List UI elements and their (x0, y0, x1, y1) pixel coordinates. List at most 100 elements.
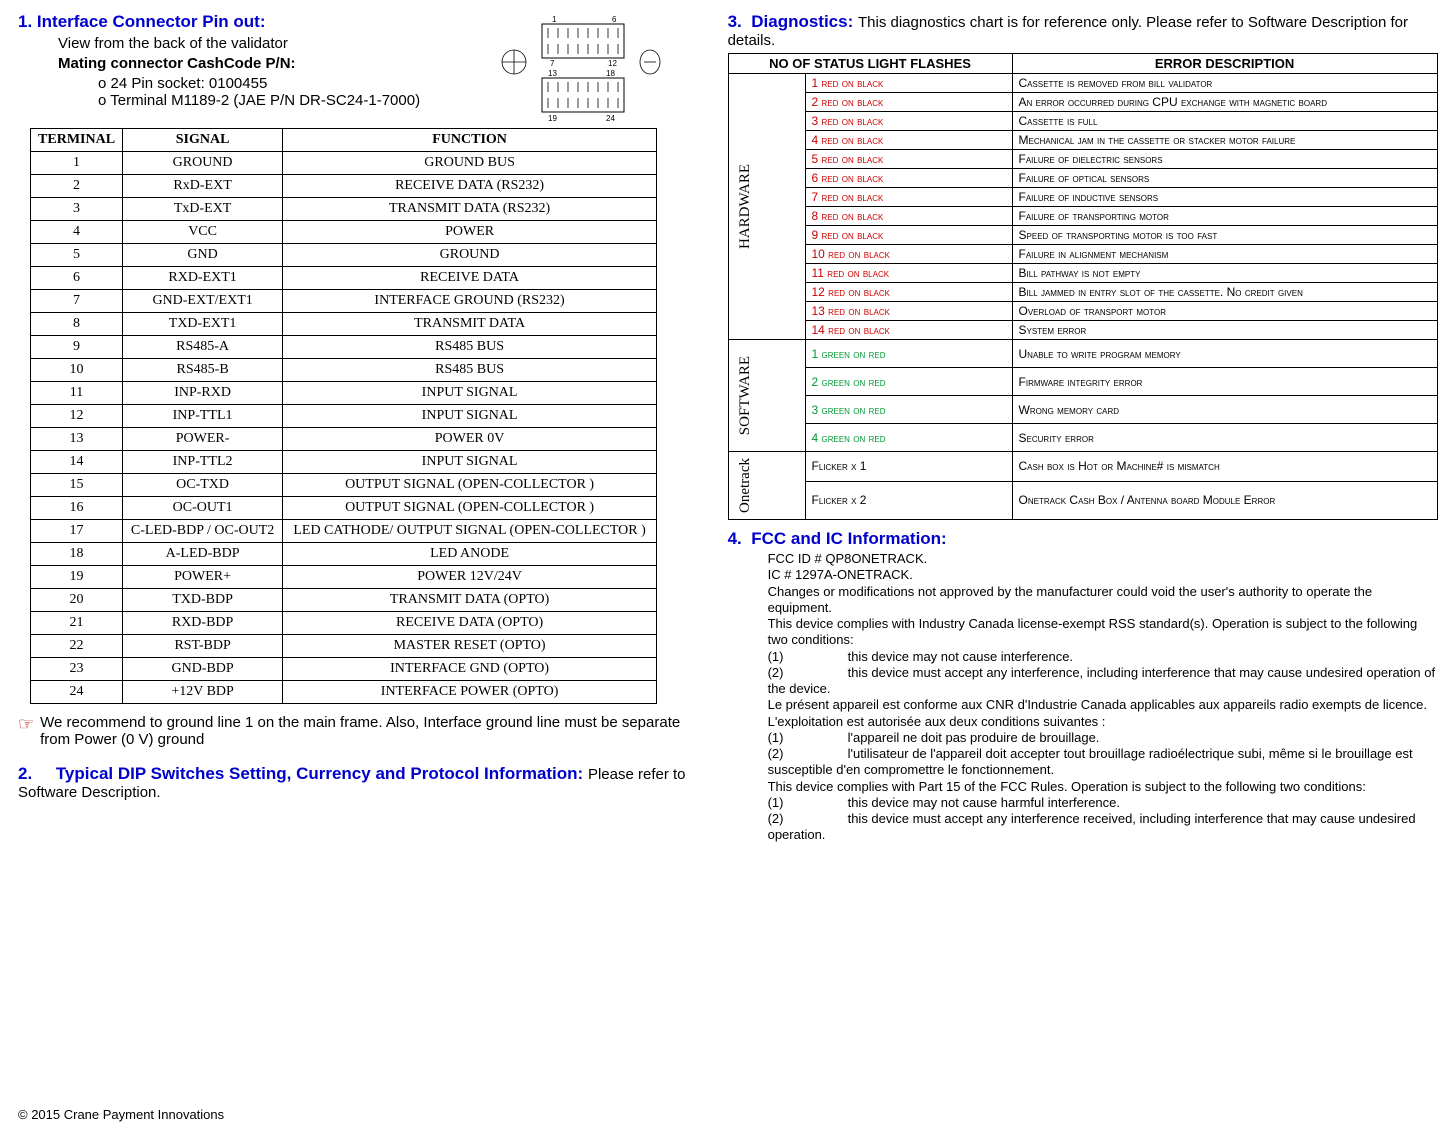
error-desc: Failure of optical sensors (1012, 169, 1437, 188)
pin-signal: INP-RXD (123, 382, 283, 405)
flash-code: 3 red on black (805, 112, 1012, 131)
fcc-fr: Le présent appareil est conforme aux CNR… (768, 697, 1438, 730)
table-row: 10RS485-BRS485 BUS (31, 359, 657, 382)
mating-connector-label: Mating connector CashCode P/N: (58, 55, 296, 72)
pin-function: OUTPUT SIGNAL (OPEN-COLLECTOR ) (283, 497, 657, 520)
flash-code: 10 red on black (805, 245, 1012, 264)
pin-th-signal: SIGNAL (123, 129, 283, 152)
right-column: 3. Diagnostics: This diagnostics chart i… (728, 12, 1438, 844)
table-row: 2 red on blackAn error occurred during C… (728, 93, 1437, 112)
table-row: 12 red on blackBill jammed in entry slot… (728, 283, 1437, 302)
pin-terminal: 1 (31, 152, 123, 175)
section-1-num: 1. (18, 12, 32, 31)
pin-terminal: 16 (31, 497, 123, 520)
pin-terminal: 18 (31, 543, 123, 566)
section-2-block: 2. Typical DIP Switches Setting, Currenc… (18, 764, 700, 801)
table-row: 4VCCPOWER (31, 221, 657, 244)
fcc-4a: this device may not cause interference. (848, 649, 1073, 664)
pin-function: GROUND BUS (283, 152, 657, 175)
left-column: 1 6 7 12 (18, 12, 700, 844)
table-row: SOFTWARE1 green on redUnable to write pr… (728, 340, 1437, 368)
flash-code: 8 red on black (805, 207, 1012, 226)
pin-terminal: 21 (31, 612, 123, 635)
section-3-num: 3. (728, 12, 742, 31)
pin-terminal: 4 (31, 221, 123, 244)
pin-terminal: 2 (31, 175, 123, 198)
diag-th-flashes: NO OF STATUS LIGHT FLASHES (728, 54, 1012, 74)
svg-text:7: 7 (550, 59, 555, 68)
table-row: 16OC-OUT1OUTPUT SIGNAL (OPEN-COLLECTOR ) (31, 497, 657, 520)
pin-function: POWER 0V (283, 428, 657, 451)
error-desc: Failure of dielectric sensors (1012, 150, 1437, 169)
pin-table: TERMINAL SIGNAL FUNCTION 1GROUNDGROUND B… (30, 128, 657, 704)
section-2-num: 2. (18, 764, 32, 783)
pin-terminal: 17 (31, 520, 123, 543)
pin-function: INPUT SIGNAL (283, 382, 657, 405)
flash-code: 1 green on red (805, 340, 1012, 368)
error-desc: An error occurred during CPU exchange wi… (1012, 93, 1437, 112)
pin-signal: GND-EXT/EXT1 (123, 290, 283, 313)
table-row: 5 red on blackFailure of dielectric sens… (728, 150, 1437, 169)
error-desc: Wrong memory card (1012, 396, 1437, 424)
pin-function: TRANSMIT DATA (RS232) (283, 198, 657, 221)
svg-text:18: 18 (606, 69, 615, 78)
pin-terminal: 9 (31, 336, 123, 359)
flash-code: 4 red on black (805, 131, 1012, 150)
pin-function: INTERFACE GND (OPTO) (283, 658, 657, 681)
table-row: OnetrackFlicker x 1Cash box is Hot or Ma… (728, 452, 1437, 482)
pin-terminal: 3 (31, 198, 123, 221)
table-row: 6 red on blackFailure of optical sensors (728, 169, 1437, 188)
pin-signal: GND-BDP (123, 658, 283, 681)
table-row: 7 red on blackFailure of inductive senso… (728, 188, 1437, 207)
table-row: 11 red on blackBill pathway is not empty (728, 264, 1437, 283)
table-row: 22RST-BDPMASTER RESET (OPTO) (31, 635, 657, 658)
pin-terminal: 5 (31, 244, 123, 267)
error-desc: Bill jammed in entry slot of the cassett… (1012, 283, 1437, 302)
error-desc: Unable to write program memory (1012, 340, 1437, 368)
pin-function: TRANSMIT DATA (OPTO) (283, 589, 657, 612)
pin-signal: RS485-B (123, 359, 283, 382)
flash-code: 4 green on red (805, 424, 1012, 452)
table-row: 23GND-BDPINTERFACE GND (OPTO) (31, 658, 657, 681)
error-desc: Firmware integrity error (1012, 368, 1437, 396)
ic-id: IC # 1297A-ONETRACK. (768, 567, 1438, 583)
pin-label: 6 (612, 15, 617, 24)
flash-code: 6 red on black (805, 169, 1012, 188)
table-row: 13 red on blackOverload of transport mot… (728, 302, 1437, 321)
flash-code: 7 red on black (805, 188, 1012, 207)
pin-signal: RxD-EXT (123, 175, 283, 198)
pin-terminal: 15 (31, 474, 123, 497)
section-3-title: Diagnostics: (751, 12, 853, 31)
table-row: 1GROUNDGROUND BUS (31, 152, 657, 175)
pin-function: RS485 BUS (283, 359, 657, 382)
flash-code: 11 red on black (805, 264, 1012, 283)
table-row: 6RXD-EXT1RECEIVE DATA (31, 267, 657, 290)
section-1-title: Interface Connector Pin out: (37, 12, 266, 31)
flash-code: 3 green on red (805, 396, 1012, 424)
fcc-6a: this device may not cause harmful interf… (848, 795, 1120, 810)
pin-signal: TxD-EXT (123, 198, 283, 221)
fcc-part15: This device complies with Part 15 of the… (768, 779, 1438, 795)
table-row: 3TxD-EXTTRANSMIT DATA (RS232) (31, 198, 657, 221)
table-row: 19POWER+POWER 12V/24V (31, 566, 657, 589)
flash-code: 13 red on black (805, 302, 1012, 321)
table-row: 3 green on redWrong memory card (728, 396, 1437, 424)
error-desc: Overload of transport motor (1012, 302, 1437, 321)
pin-terminal: 6 (31, 267, 123, 290)
flash-code: 1 red on black (805, 74, 1012, 93)
pin-terminal: 13 (31, 428, 123, 451)
connector-diagram: 1 6 7 12 (490, 14, 670, 128)
pin-function: LED CATHODE/ OUTPUT SIGNAL (OPEN-COLLECT… (283, 520, 657, 543)
pin-function: GROUND (283, 244, 657, 267)
pin-signal: +12V BDP (123, 681, 283, 704)
table-row: 20TXD-BDPTRANSMIT DATA (OPTO) (31, 589, 657, 612)
pin-signal: RXD-BDP (123, 612, 283, 635)
svg-text:12: 12 (608, 59, 617, 68)
copyright-footer: © 2015 Crane Payment Innovations (18, 1107, 224, 1122)
pin-signal: VCC (123, 221, 283, 244)
table-row: 15OC-TXDOUTPUT SIGNAL (OPEN-COLLECTOR ) (31, 474, 657, 497)
pin-terminal: 11 (31, 382, 123, 405)
pin-signal: GROUND (123, 152, 283, 175)
pin-signal: TXD-BDP (123, 589, 283, 612)
pin-function: POWER (283, 221, 657, 244)
